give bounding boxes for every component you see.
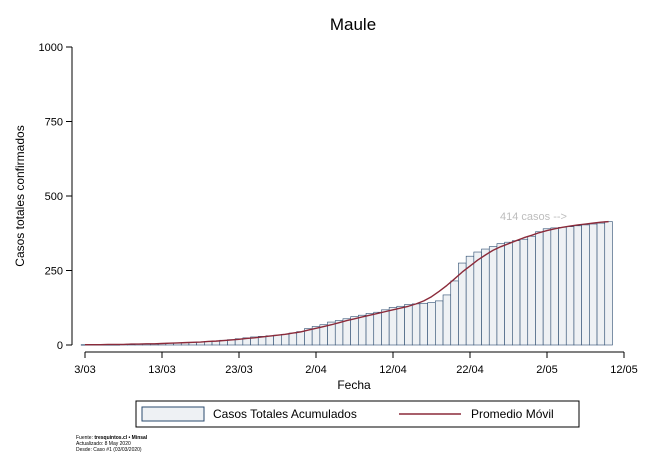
bar: [527, 235, 536, 346]
bar: [365, 313, 375, 346]
bar: [334, 320, 344, 346]
legend-box: [135, 400, 580, 428]
bar: [381, 309, 390, 346]
x-tick-label: 2/04: [305, 364, 326, 376]
legend-label-line: Promedio Móvil: [471, 407, 554, 421]
bar: [342, 318, 351, 346]
y-tick-label: 500: [45, 191, 63, 203]
legend: Casos Totales Acumulados Promedio Móvil: [135, 400, 580, 428]
bar: [388, 307, 398, 346]
bar: [581, 224, 590, 346]
bar: [396, 305, 405, 346]
x-tick-label: 23/03: [225, 364, 253, 376]
moving-average-line: [85, 220, 609, 346]
x-axis-label: Fecha: [337, 378, 371, 392]
bar: [589, 223, 598, 346]
legend-label-bars: Casos Totales Acumulados: [213, 407, 357, 421]
bar: [604, 221, 613, 346]
bars: [80, 221, 613, 346]
y-axis-label: Casos totales confirmados: [13, 125, 27, 266]
bar: [550, 227, 559, 346]
bar: [373, 311, 382, 346]
x-tick-label: 12/04: [379, 364, 407, 376]
x-axis: 3/03 13/03 23/03 2/04 12/04 22/04 2/05 12/05: [74, 351, 638, 376]
bar: [596, 222, 606, 346]
bar: [265, 335, 274, 346]
y-tick-label: 750: [45, 117, 63, 129]
bar: [442, 294, 452, 346]
x-tick-label: 12/05: [610, 364, 638, 376]
y-tick-label: 1000: [39, 42, 63, 54]
bar: [358, 314, 367, 346]
x-tick-label: 13/03: [148, 364, 176, 376]
x-tick-label: 3/03: [74, 364, 95, 376]
bar: [542, 228, 552, 346]
bar: [296, 331, 305, 346]
bar: [465, 255, 475, 346]
bar: [273, 334, 282, 346]
chart-title: Maule: [330, 15, 376, 34]
bar: [565, 226, 575, 346]
bar: [450, 280, 459, 346]
bar: [512, 240, 521, 346]
bar: [496, 243, 505, 346]
updated-line: Actualizado: 8 May 2020: [76, 441, 131, 447]
x-tick-label: 22/04: [456, 364, 484, 376]
bar: [458, 262, 467, 346]
bar: [504, 241, 513, 346]
y-tick-label: 0: [57, 340, 63, 352]
y-axis: 0 250 500 750 1000: [39, 42, 73, 352]
bar: [473, 251, 482, 346]
bar: [288, 332, 298, 346]
bar: [481, 248, 490, 346]
bar: [558, 226, 567, 346]
legend-swatch-bars: [141, 406, 205, 422]
y-tick-label: 250: [45, 266, 63, 278]
bar: [519, 238, 529, 346]
bar: [411, 303, 421, 346]
line-layer: [85, 220, 609, 346]
source-line: Fuente: tresquintos.cl • Minsal: [76, 435, 148, 441]
bar: [404, 304, 413, 346]
bar: [573, 225, 582, 346]
bar: [281, 333, 290, 346]
x-tick-label: 2/05: [536, 364, 557, 376]
bar: [427, 302, 436, 346]
bar: [350, 316, 359, 346]
bar: [419, 302, 428, 346]
annotation-text: 414 casos -->: [500, 211, 567, 223]
bar: [535, 231, 544, 346]
bar: [488, 246, 498, 346]
since-line: Desde: Caso #1 (03/03/2020): [76, 447, 142, 453]
bar: [435, 300, 444, 346]
source-note: Fuente: tresquintos.cl • Minsal Actualiz…: [76, 435, 147, 453]
